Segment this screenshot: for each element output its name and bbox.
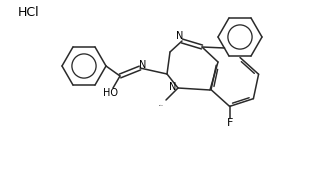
Text: HCl: HCl [18,6,40,19]
Text: methyl: methyl [158,104,163,106]
Text: HO: HO [104,88,118,98]
Text: N: N [139,60,147,70]
Text: N: N [169,82,177,92]
Text: F: F [226,118,233,128]
Text: N: N [176,31,184,41]
